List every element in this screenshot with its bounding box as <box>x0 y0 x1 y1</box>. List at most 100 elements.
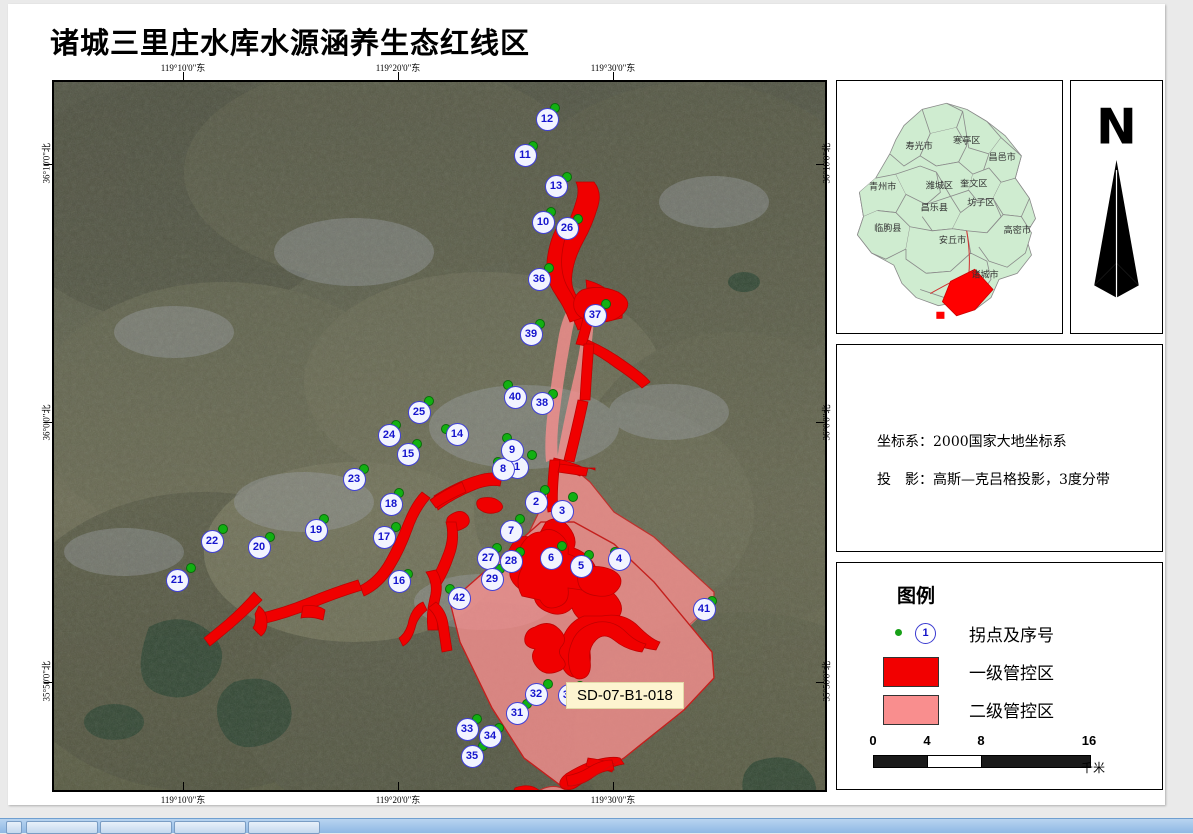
graticule-tick <box>612 782 614 790</box>
map-vertex-number[interactable]: 37 <box>583 303 607 327</box>
inset-district-label: 临朐县 <box>874 222 901 234</box>
map-vertex-dot[interactable] <box>391 522 401 532</box>
graticule-tick <box>816 681 824 683</box>
map-vertex-dot[interactable] <box>218 524 228 534</box>
map-vertex-number[interactable]: 29 <box>480 567 504 591</box>
scale-tick-8: 8 <box>977 733 985 748</box>
projection-info-panel: 坐标系：2000国家大地坐标系 投 影：高斯—克吕格投影，3度分带 <box>836 344 1163 552</box>
map-vertex-number[interactable]: 28 <box>499 549 523 573</box>
scale-bar: 0 4 8 16 千米 <box>869 733 1123 779</box>
graticule-label: 119°30'0"东 <box>590 795 636 805</box>
map-vertex-number[interactable]: 34 <box>478 724 502 748</box>
legend-label-vertex: 拐点及序号 <box>969 626 1054 646</box>
map-vertex-number[interactable]: 27 <box>476 546 500 570</box>
graticule-tick <box>397 72 399 80</box>
inset-district-label: 青州市 <box>869 180 896 192</box>
graticule-label: 119°30'0"东 <box>590 63 636 73</box>
scale-tick-4: 4 <box>923 733 931 748</box>
scale-unit-label: 千米 <box>1081 761 1106 775</box>
main-map-frame[interactable]: SD-07-B1-018 1 2 3 4 5 6 7 8 9 10 11 12 13 14 15 16 17 18… <box>52 80 827 792</box>
map-vertex-number[interactable]: 6 <box>539 546 563 570</box>
north-letter: N <box>1096 100 1137 156</box>
region-code-label: SD-07-B1-018 <box>566 682 684 709</box>
map-vertex-number[interactable]: 33 <box>455 717 479 741</box>
map-vertex-number[interactable]: 35 <box>460 744 484 768</box>
map-vertex-dot[interactable] <box>568 492 578 502</box>
inset-district-label: 坊子区 <box>967 196 994 208</box>
graticule-tick <box>44 421 52 423</box>
map-vertex-number[interactable]: 5 <box>569 554 593 578</box>
graticule-tick <box>816 163 824 165</box>
map-vertex-number[interactable]: 41 <box>692 597 716 621</box>
inset-district-label: 潍城区 <box>926 179 953 191</box>
map-vertex-number[interactable]: 22 <box>200 529 224 553</box>
map-vertex-number[interactable]: 4 <box>607 547 631 571</box>
graticule-tick <box>182 72 184 80</box>
map-vertex-number[interactable]: 39 <box>519 322 543 346</box>
inset-district-label: 昌邑市 <box>988 151 1015 163</box>
map-vertex-number[interactable]: 7 <box>499 519 523 543</box>
map-vertex-number[interactable]: 21 <box>165 568 189 592</box>
inset-location-map[interactable]: 寿光市 寒亭区 昌邑市 青州市 潍城区 奎文区 昌乐县 坊子区 临朐县 安丘市 高密市 诸城市 <box>836 80 1063 334</box>
legend-title: 图例 <box>897 585 936 607</box>
map-vertex-number[interactable]: 9 <box>500 438 524 462</box>
legend-label-level1: 一级管控区 <box>969 664 1054 684</box>
north-arrow-icon: N <box>1094 100 1139 298</box>
taskbar-item-2[interactable] <box>100 821 172 834</box>
map-vertex-number[interactable]: 38 <box>530 391 554 415</box>
graticule-tick <box>182 782 184 790</box>
legend-label-level2: 二级管控区 <box>969 702 1054 722</box>
inset-highlight-polygon <box>941 268 994 317</box>
map-vertex-number[interactable]: 12 <box>535 107 559 131</box>
map-vertex-number[interactable]: 20 <box>247 535 271 559</box>
map-vertex-number[interactable]: 14 <box>445 422 469 446</box>
map-vertex-number[interactable]: 15 <box>396 442 420 466</box>
map-vertex-number[interactable]: 13 <box>544 174 568 198</box>
vertex-number-icon: 1 <box>915 623 936 644</box>
map-vertex-dot[interactable] <box>186 563 196 573</box>
graticule-tick <box>44 681 52 683</box>
map-vertex-number[interactable]: 11 <box>513 143 537 167</box>
map-vertex-number[interactable]: 42 <box>447 586 471 610</box>
map-document: 诸城三里庄水库水源涵养生态红线区 <box>8 4 1165 805</box>
map-vertex-number[interactable]: 36 <box>527 267 551 291</box>
map-vertex-number[interactable]: 23 <box>342 467 366 491</box>
map-vertex-number[interactable]: 19 <box>304 518 328 542</box>
inset-district-label: 安丘市 <box>939 234 966 246</box>
legend-swatch-level1 <box>883 657 939 687</box>
map-vertex-number[interactable]: 25 <box>407 400 431 424</box>
map-vertex-dot[interactable] <box>543 679 553 689</box>
os-taskbar[interactable] <box>0 818 1193 834</box>
map-vertex-number[interactable]: 32 <box>524 682 548 706</box>
map-vertex-number[interactable]: 40 <box>503 385 527 409</box>
map-vertex-number[interactable]: 10 <box>531 210 555 234</box>
graticule-label: 119°20'0"东 <box>375 63 421 73</box>
graticule-label: 119°10'0"东 <box>160 63 206 73</box>
map-vertex-number[interactable]: 31 <box>505 701 529 725</box>
taskbar-start-button[interactable] <box>6 821 22 834</box>
map-vertex-dot[interactable] <box>601 299 611 309</box>
map-vertex-number[interactable]: 3 <box>550 499 574 523</box>
taskbar-item-3[interactable] <box>174 821 246 834</box>
taskbar-item-4[interactable] <box>248 821 320 834</box>
scale-tick-0: 0 <box>869 733 877 748</box>
graticule-label: 119°10'0"东 <box>160 795 206 805</box>
taskbar-item-1[interactable] <box>26 821 98 834</box>
inset-district-label: 诸城市 <box>971 268 998 280</box>
legend-swatch-level2 <box>883 695 939 725</box>
map-vertex-number[interactable]: 18 <box>379 492 403 516</box>
inset-district-label: 奎文区 <box>960 177 987 189</box>
graticule-tick <box>44 163 52 165</box>
map-vertex-number[interactable]: 2 <box>524 490 548 514</box>
inset-district-label: 寒亭区 <box>953 135 980 147</box>
map-vertex-number[interactable]: 17 <box>372 525 396 549</box>
map-vertex-number[interactable]: 26 <box>555 216 579 240</box>
inset-district-label: 高密市 <box>1004 224 1031 236</box>
map-vertex-number[interactable]: 24 <box>377 423 401 447</box>
projection-text: 投 影：高斯—克吕格投影，3度分带 <box>877 472 1110 488</box>
map-vertex-dot[interactable] <box>557 541 567 551</box>
vertex-dot-icon <box>895 629 902 636</box>
satellite-basemap <box>54 82 825 790</box>
map-vertex-dot[interactable] <box>527 450 537 460</box>
map-vertex-number[interactable]: 16 <box>387 569 411 593</box>
